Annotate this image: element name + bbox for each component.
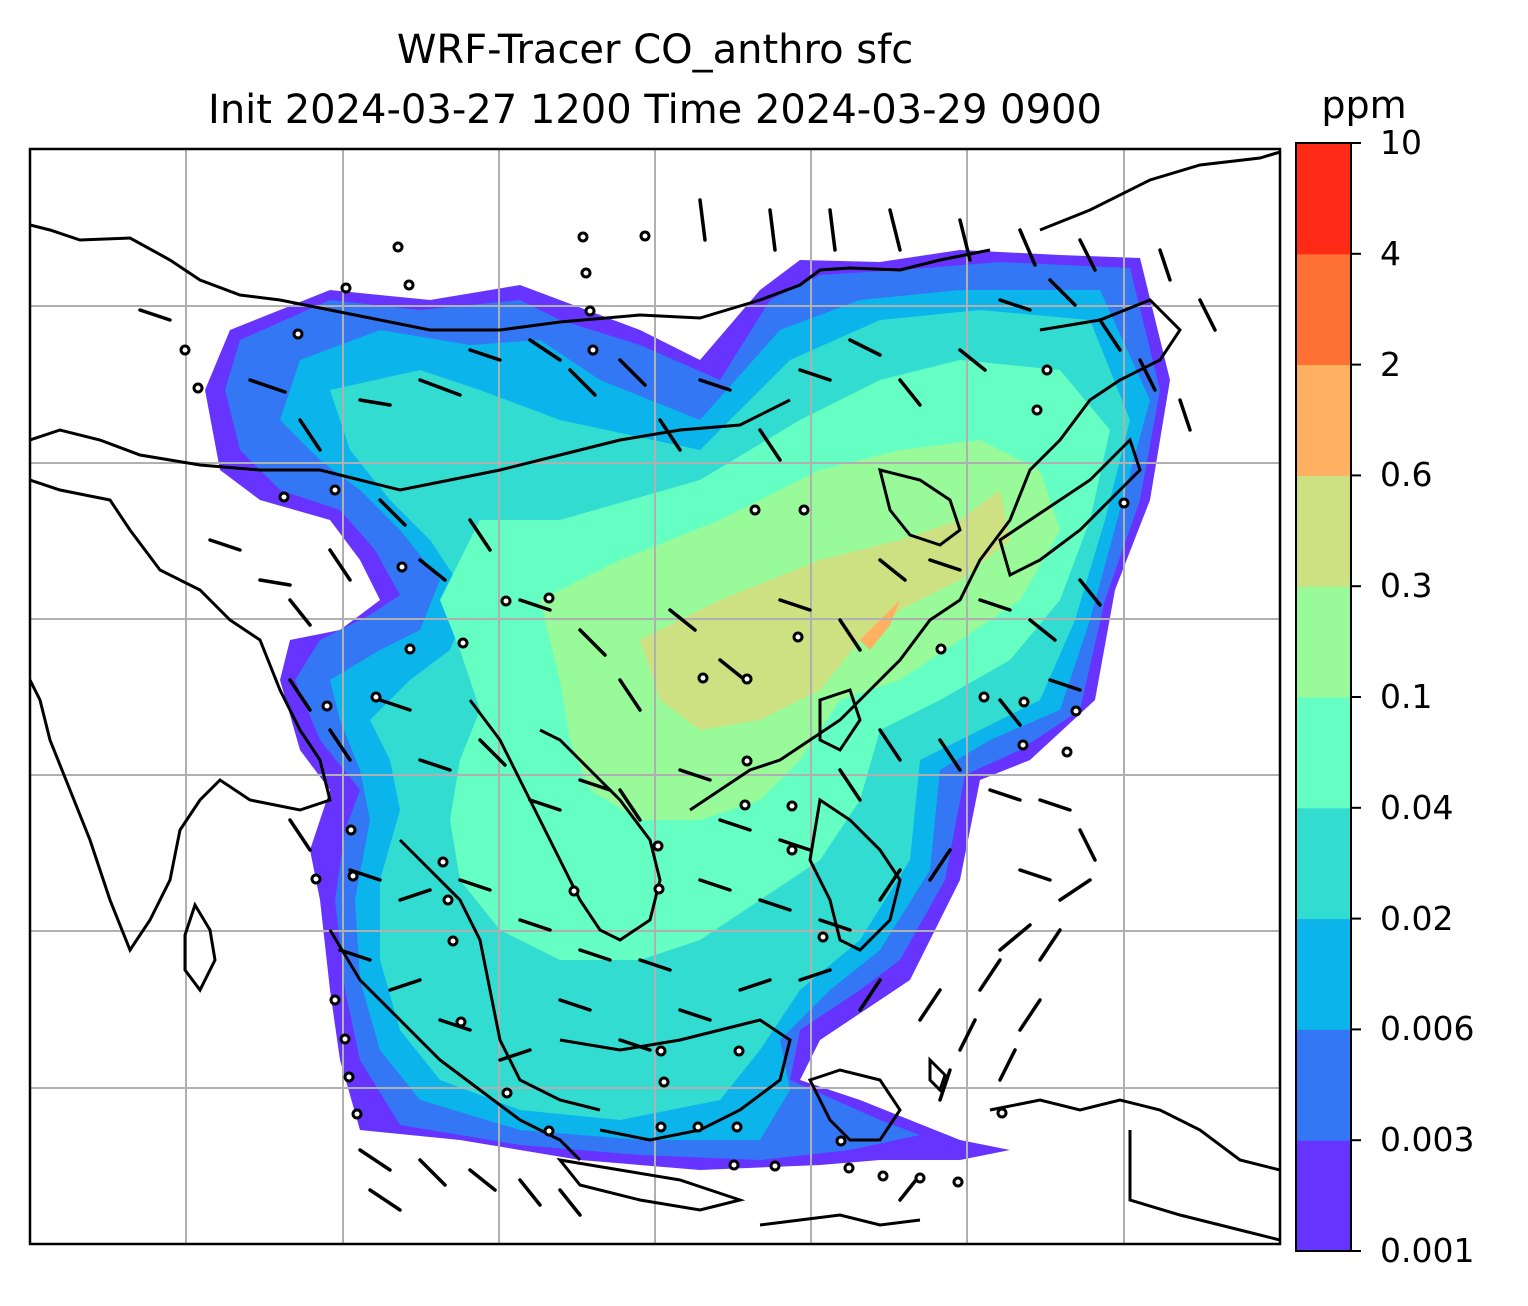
colorbar-segment xyxy=(1296,586,1351,698)
colorbar-segment xyxy=(1296,918,1351,1030)
colorbar-tick-label: 0.04 xyxy=(1380,787,1454,827)
colorbar-tick-label: 10 xyxy=(1380,123,1422,162)
colorbar-tick-label: 0.3 xyxy=(1380,566,1433,606)
colorbar-tick-label: 0.6 xyxy=(1380,455,1433,495)
colorbar-segment xyxy=(1296,807,1351,920)
coastlines xyxy=(30,150,1280,1242)
tracer-field xyxy=(205,250,1170,1170)
colorbar xyxy=(1295,142,1361,1252)
calm-markers xyxy=(179,230,1130,1188)
colorbar-unit: ppm xyxy=(1321,83,1407,127)
chart-subtitle: Init 2024-03-27 1200 Time 2024-03-29 090… xyxy=(208,87,1102,133)
colorbar-tick-label: 0.006 xyxy=(1380,1009,1475,1049)
colorbar-segment xyxy=(1296,1029,1351,1141)
colorbar-tick-label: 2 xyxy=(1380,344,1401,384)
colorbar-segment xyxy=(1296,697,1351,809)
colorbar-segment xyxy=(1296,475,1351,587)
colorbar-tick-label: 0.1 xyxy=(1380,677,1433,716)
colorbar-segment xyxy=(1296,1140,1351,1252)
colorbar-tick-label: 4 xyxy=(1380,233,1401,273)
colorbar-segment xyxy=(1296,364,1351,476)
chart-title: WRF-Tracer CO_anthro sfc xyxy=(396,27,914,73)
map-frame xyxy=(28,147,1282,1246)
wind-barbs xyxy=(138,198,1217,1217)
colorbar-tick-label: 0.02 xyxy=(1380,898,1454,938)
field-level-7 xyxy=(860,600,900,650)
colorbar-tick-label: 0.003 xyxy=(1380,1120,1475,1160)
colorbar-segment xyxy=(1296,253,1351,366)
colorbar-segment xyxy=(1296,143,1351,255)
colorbar-tick-label: 0.001 xyxy=(1380,1231,1475,1270)
